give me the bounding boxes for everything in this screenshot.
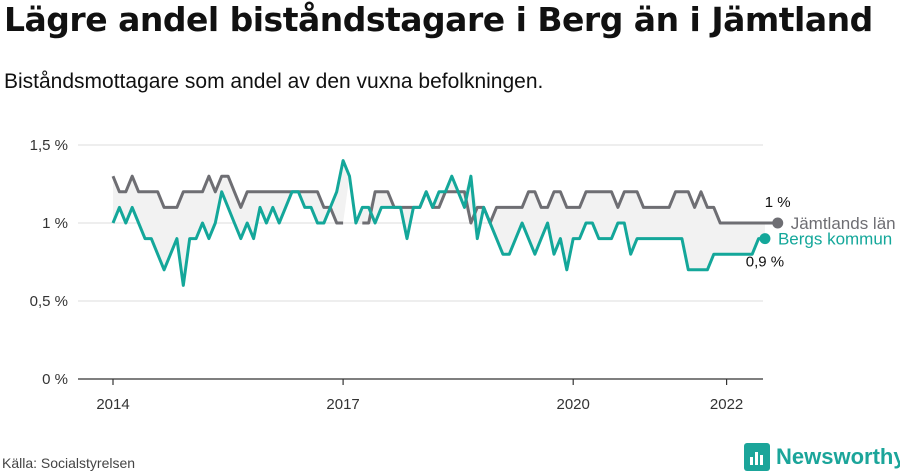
y-tick-label: 0 %	[42, 371, 68, 388]
series-line-berg	[111, 159, 765, 287]
end-value-label-berg: 0,9 %	[746, 254, 784, 271]
y-tick-label: 0,5 %	[30, 293, 68, 310]
x-tick-label: 2020	[557, 396, 590, 413]
brand-name: Newsworthy	[776, 444, 900, 469]
x-tick-label: 2014	[96, 396, 129, 413]
x-tick-label: 2022	[710, 396, 743, 413]
x-tick-label: 2017	[326, 396, 359, 413]
end-dot-berg	[759, 233, 771, 245]
y-tick-label: 1,5 %	[30, 137, 68, 154]
legend-label-jamtland: Jämtlands län	[791, 214, 896, 233]
legend-label-berg: Bergs kommun	[778, 230, 892, 249]
y-tick-label: 1 %	[42, 215, 68, 232]
end-value-label-jamtland: 1 %	[765, 194, 791, 211]
chart-title: Lägre andel biståndstagare i Berg än i J…	[4, 0, 873, 39]
line-chart: 0 % 0,5 % 1 % 1,5 % 2014 2017 2020 2022 1 % 0,9 %…	[30, 137, 896, 413]
end-dot-jamtland	[772, 217, 784, 229]
brand-logo[interactable]: Newsworthy	[744, 440, 900, 474]
newsworthy-logo-icon	[744, 443, 770, 471]
source-note: Källa: Socialstyrelsen	[2, 455, 136, 471]
chart-subtitle: Biståndsmottagare som andel av den vuxna…	[4, 70, 544, 93]
